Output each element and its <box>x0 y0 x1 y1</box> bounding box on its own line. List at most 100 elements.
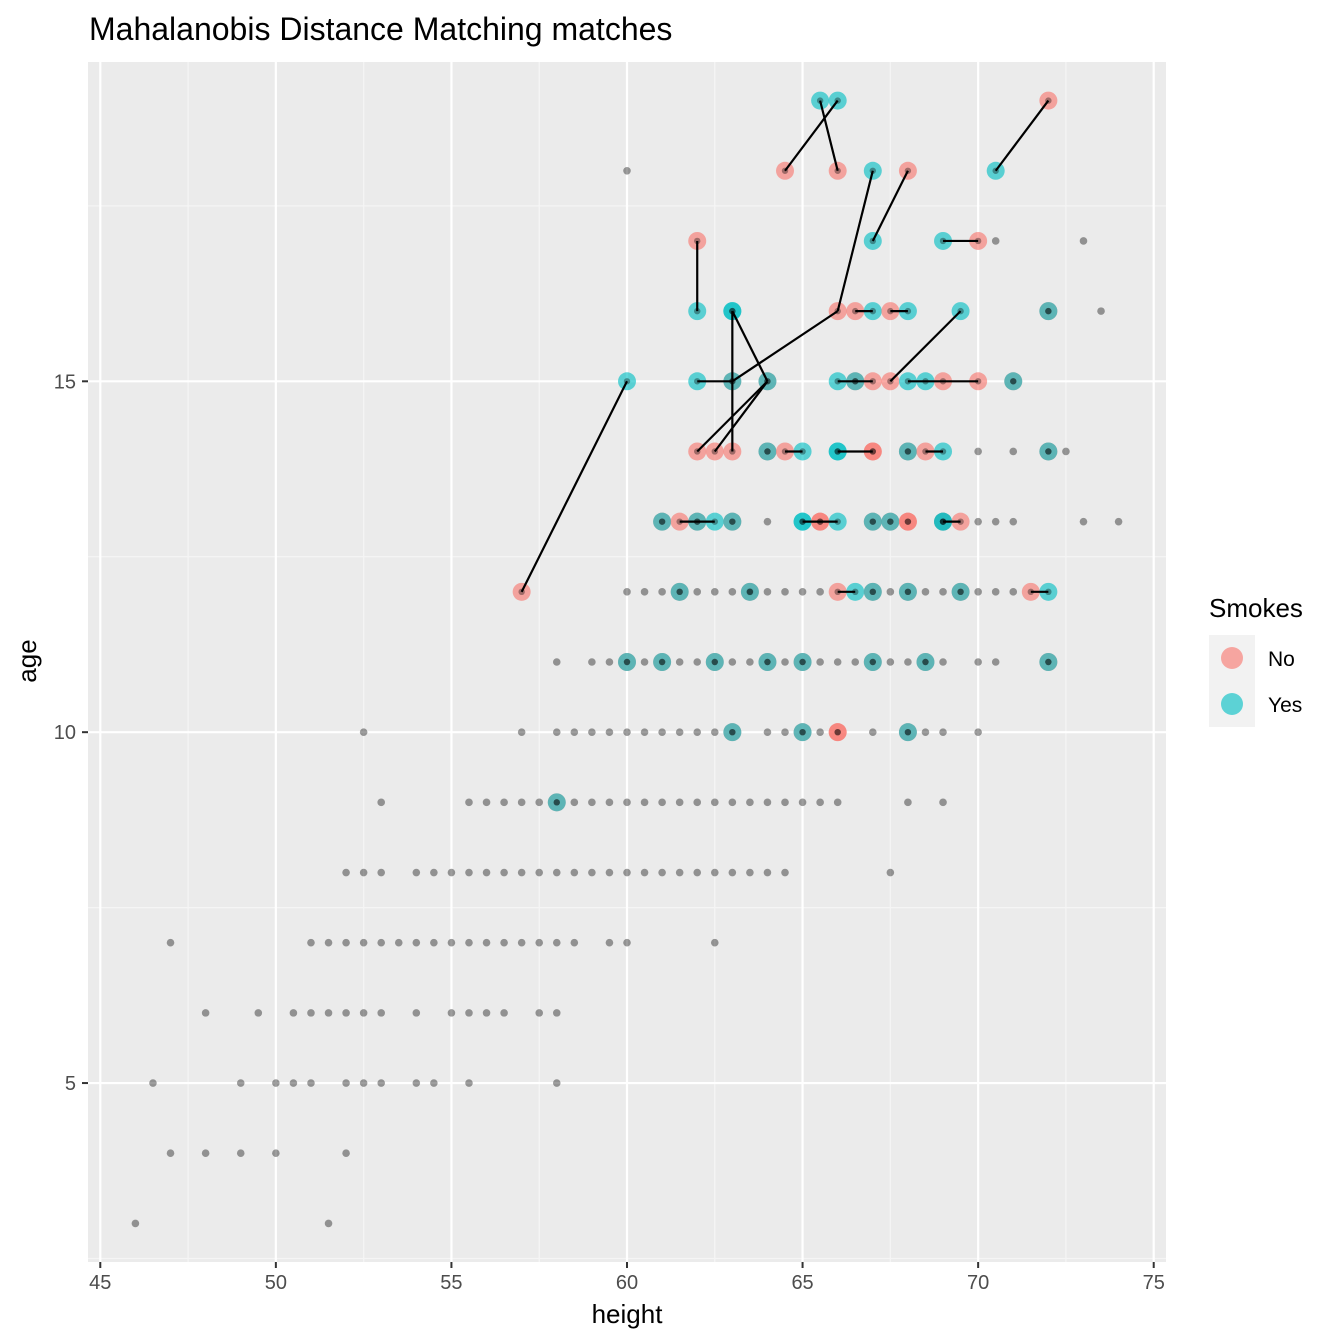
unmatched-point <box>552 1009 561 1017</box>
unmatched-point <box>500 868 508 877</box>
unmatched-point <box>307 938 315 947</box>
matched-point-center <box>729 728 736 736</box>
unmatched-point <box>166 938 175 947</box>
matched-point-yes <box>653 512 672 531</box>
unmatched-point <box>517 868 526 877</box>
matched-point-yes <box>723 723 742 742</box>
unmatched-point <box>535 1009 544 1017</box>
unmatched-point <box>623 588 631 596</box>
matched-point-center <box>869 658 876 666</box>
matched-point-yes <box>1039 653 1058 671</box>
unmatched-point <box>763 868 772 877</box>
matched-point-center <box>904 588 912 596</box>
unmatched-point <box>377 1009 386 1017</box>
unmatched-point <box>535 938 544 947</box>
matched-point-yes <box>898 442 917 461</box>
unmatched-point <box>342 938 350 947</box>
matched-point-center <box>658 658 666 666</box>
unmatched-point <box>640 658 649 666</box>
unmatched-point <box>904 658 912 666</box>
unmatched-point <box>605 868 614 877</box>
unmatched-point <box>412 938 421 947</box>
unmatched-point <box>781 868 789 877</box>
unmatched-point <box>693 658 702 666</box>
unmatched-point <box>430 1079 438 1087</box>
matched-point-center <box>1010 378 1017 385</box>
unmatched-point <box>904 798 912 807</box>
matched-point-yes <box>898 723 917 742</box>
unmatched-point <box>201 1149 210 1158</box>
unmatched-point <box>552 1079 561 1087</box>
unmatched-point <box>675 798 684 807</box>
match-line <box>871 170 909 242</box>
unmatched-points <box>131 166 1123 1228</box>
unmatched-point <box>465 938 473 947</box>
unmatched-point <box>588 658 596 666</box>
unmatched-point <box>517 728 526 736</box>
matched-point-center <box>799 728 806 736</box>
unmatched-point <box>991 658 1000 666</box>
matched-point-center <box>729 518 736 525</box>
matched-point-center <box>922 658 929 666</box>
matched-point-yes <box>951 582 970 601</box>
unmatched-point <box>868 728 877 736</box>
unmatched-point <box>500 938 508 947</box>
unmatched-point <box>886 588 895 596</box>
unmatched-point <box>324 1009 333 1017</box>
unmatched-point <box>465 868 473 877</box>
matched-point-no <box>828 723 847 742</box>
matched-point-center <box>1045 658 1052 666</box>
matched-point-center <box>1045 588 1052 596</box>
unmatched-point <box>430 938 438 947</box>
x-axis-title: height <box>592 1299 664 1329</box>
unmatched-point <box>710 588 719 596</box>
unmatched-point <box>798 798 807 807</box>
unmatched-point <box>1009 447 1018 456</box>
matched-point-yes <box>881 512 900 531</box>
matched-point-center <box>887 518 894 525</box>
matched-point-center <box>623 658 631 666</box>
unmatched-point <box>359 1079 368 1087</box>
unmatched-point <box>1009 588 1018 596</box>
matched-point-yes <box>1004 372 1023 391</box>
x-tick-label: 60 <box>616 1272 638 1294</box>
unmatched-point <box>377 1079 386 1087</box>
legend-dot-no <box>1221 647 1243 669</box>
x-tick-label: 55 <box>440 1272 462 1294</box>
legend: Smokes No Yes <box>1209 593 1303 727</box>
matched-point-yes <box>670 582 689 601</box>
unmatched-point <box>236 1079 245 1087</box>
legend-title: Smokes <box>1209 593 1303 623</box>
unmatched-point <box>377 868 386 877</box>
unmatched-point <box>500 798 508 807</box>
matched-point-center <box>658 518 666 525</box>
matched-point-center <box>764 448 771 455</box>
match-line <box>889 310 962 383</box>
matched-point-center <box>834 728 841 736</box>
unmatched-point <box>535 868 544 877</box>
match-line <box>731 310 769 382</box>
matched-point-center <box>623 658 631 666</box>
unmatched-point <box>447 938 456 947</box>
unmatched-point <box>1062 447 1070 456</box>
unmatched-point <box>886 658 895 666</box>
unmatched-point <box>746 868 754 877</box>
unmatched-point <box>342 1149 350 1158</box>
matched-point-yes <box>863 582 882 601</box>
unmatched-point <box>991 237 1000 245</box>
matched-point-center <box>553 799 560 806</box>
unmatched-point <box>623 868 631 877</box>
matched-point-center <box>1010 378 1017 385</box>
matched-point-center <box>904 518 912 525</box>
unmatched-point <box>640 798 649 807</box>
unmatched-point <box>324 938 333 947</box>
match-line <box>819 100 839 172</box>
matched-point-center <box>746 588 754 596</box>
unmatched-point <box>781 588 789 596</box>
legend-label-no: No <box>1268 648 1295 671</box>
unmatched-point <box>991 588 1000 596</box>
matched-point-center <box>869 518 876 525</box>
unmatched-point <box>658 868 666 877</box>
matched-point-yes <box>898 582 917 601</box>
unmatched-point <box>359 868 368 877</box>
